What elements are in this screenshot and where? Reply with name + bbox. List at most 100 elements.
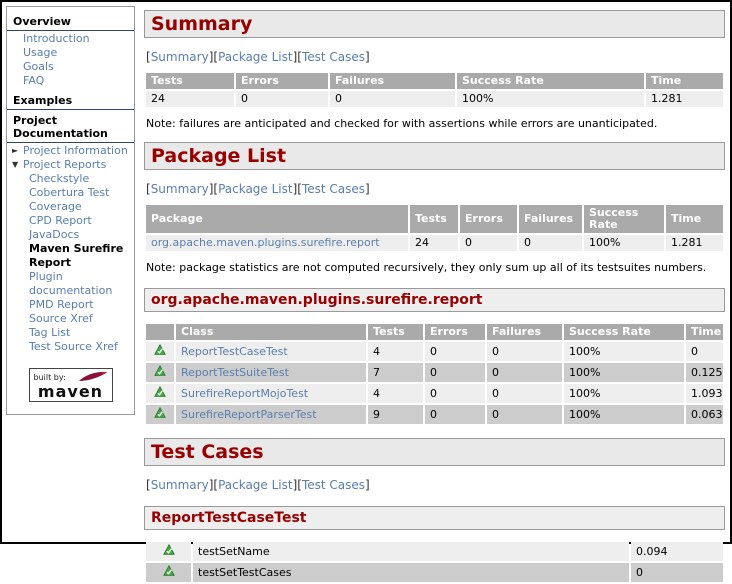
test-case-row: testSetName 0.094 xyxy=(146,542,723,561)
sidebar-item-cpd-report[interactable]: CPD Report xyxy=(29,214,92,227)
test-time-value: 0 xyxy=(631,563,723,582)
class-success-rate-value: 100% xyxy=(564,405,684,424)
class-errors-value: 0 xyxy=(425,363,485,382)
class-failures-value: 0 xyxy=(487,363,562,382)
class-table-row: ReportTestCaseTest 4 0 0 100% 0 xyxy=(146,342,723,361)
class-time-value: 0 xyxy=(686,342,723,361)
sidebar-item-checkstyle[interactable]: Checkstyle xyxy=(29,172,90,185)
package-tests-value: 24 xyxy=(410,235,458,251)
sidebar-item-project-reports[interactable]: ▼ Project Reports xyxy=(7,158,134,172)
class-failures-value: 0 xyxy=(487,384,562,403)
test-case-class-heading: ReportTestCaseTest xyxy=(144,506,725,530)
col-header-package: Package xyxy=(146,205,408,233)
sidebar-item-coverage[interactable]: Coverage xyxy=(29,200,82,213)
col-header-errors: Errors xyxy=(460,205,517,233)
summary-time-value: 1.281 xyxy=(646,91,723,107)
status-cell xyxy=(146,405,174,424)
class-table-row: SurefireReportParserTest 9 0 0 100% 0.06… xyxy=(146,405,723,424)
col-header-success-rate: Success Rate xyxy=(564,324,684,340)
nav-header-examples: Examples xyxy=(7,91,134,110)
summary-heading: Summary xyxy=(144,10,725,38)
bracket: ] xyxy=(365,182,370,196)
bracket: ] xyxy=(365,478,370,492)
logo-top: built by: xyxy=(34,371,108,384)
sidebar-item-introduction[interactable]: Introduction xyxy=(23,32,90,45)
success-icon xyxy=(154,364,166,380)
bracket: ] xyxy=(365,50,370,64)
col-header-class: Class xyxy=(176,324,366,340)
maven-feather-icon xyxy=(78,371,108,384)
class-time-value: 0.063 xyxy=(686,405,723,424)
col-header-tests: Tests xyxy=(368,324,423,340)
package-link[interactable]: org.apache.maven.plugins.surefire.report xyxy=(151,236,380,249)
overview-list: Introduction Usage Goals FAQ xyxy=(7,32,134,88)
sidebar-item-tag-list[interactable]: Tag List xyxy=(29,326,71,339)
nav-header-overview: Overview xyxy=(7,12,134,31)
package-list-note: Note: package statistics are not compute… xyxy=(146,261,707,274)
nav-link-test-cases[interactable]: Test Cases xyxy=(301,478,366,492)
maven-logo[interactable]: built by: maven xyxy=(28,368,113,402)
sidebar-item-source-xref[interactable]: Source Xref xyxy=(29,312,93,325)
col-header-time: Time xyxy=(666,205,723,233)
sidebar-item-plugin-documentation[interactable]: Plugin documentation xyxy=(29,270,113,297)
section-nav-links-2: [Summary][Package List][Test Cases] xyxy=(146,182,725,196)
sidebar-item-maven-surefire-report-current: Maven Surefire Report xyxy=(29,242,124,269)
bracket: [ xyxy=(213,478,219,492)
class-failures-value: 0 xyxy=(487,342,562,361)
package-success-rate-value: 100% xyxy=(584,235,664,251)
class-tests-value: 4 xyxy=(368,342,423,361)
nav-link-package-list[interactable]: Package List xyxy=(218,182,293,196)
summary-table-header-row: Tests Errors Failures Success Rate Time xyxy=(146,73,723,89)
project-information-link[interactable]: Project Information xyxy=(23,144,128,157)
class-success-rate-value: 100% xyxy=(564,363,684,382)
maven-logo-text: maven xyxy=(37,382,104,401)
test-time-value: 0.094 xyxy=(631,542,723,561)
project-reports-link[interactable]: Project Reports xyxy=(23,158,107,171)
sidebar-item-usage[interactable]: Usage xyxy=(23,46,58,59)
nav-link-summary[interactable]: Summary xyxy=(150,182,209,196)
nav-link-summary[interactable]: Summary xyxy=(150,50,209,64)
collapsed-arrow-icon: ► xyxy=(12,146,19,155)
nav-link-summary[interactable]: Summary xyxy=(150,478,209,492)
class-link[interactable]: ReportTestCaseTest xyxy=(181,344,288,358)
class-link[interactable]: SurefireReportMojoTest xyxy=(181,386,309,400)
bracket: ] xyxy=(208,478,214,492)
bracket: [ xyxy=(146,478,151,492)
package-list-table: Package Tests Errors Failures Success Ra… xyxy=(144,203,725,253)
class-errors-value: 0 xyxy=(425,342,485,361)
class-time-value: 0.125 xyxy=(686,363,723,382)
col-header-success-rate: Success Rate xyxy=(584,205,664,233)
sidebar-item-javadocs[interactable]: JavaDocs xyxy=(29,228,80,241)
sidebar-item-project-information[interactable]: ► Project Information xyxy=(7,144,134,158)
nav-link-package-list[interactable]: Package List xyxy=(218,50,293,64)
sidebar-item-test-source-xref[interactable]: Test Source Xref xyxy=(29,340,118,353)
class-link[interactable]: ReportTestSuiteTest xyxy=(181,365,289,379)
summary-table-row: 24 0 0 100% 1.281 xyxy=(146,91,723,107)
class-table: Class Tests Errors Failures Success Rate… xyxy=(144,322,725,426)
bracket: [ xyxy=(297,50,302,64)
main-content: Summary [Summary][Package List][Test Cas… xyxy=(136,2,730,582)
class-errors-value: 0 xyxy=(425,384,485,403)
class-table-row: ReportTestSuiteTest 7 0 0 100% 0.125 xyxy=(146,363,723,382)
nav-link-test-cases[interactable]: Test Cases xyxy=(301,50,366,64)
package-table-row: org.apache.maven.plugins.surefire.report… xyxy=(146,235,723,251)
col-header-tests: Tests xyxy=(410,205,458,233)
bracket: ] xyxy=(208,182,214,196)
sidebar-item-cobertura-test[interactable]: Cobertura Test xyxy=(29,186,110,199)
success-icon xyxy=(154,385,166,401)
sidebar-item-faq[interactable]: FAQ xyxy=(23,74,45,87)
sidebar-item-goals[interactable]: Goals xyxy=(23,60,54,73)
nav-link-package-list[interactable]: Package List xyxy=(218,478,293,492)
package-failures-value: 0 xyxy=(519,235,582,251)
nav-header-project-documentation: Project Documentation xyxy=(7,111,134,143)
bracket: [ xyxy=(213,50,219,64)
test-cases-heading: Test Cases xyxy=(144,438,725,466)
bracket: ] xyxy=(208,50,214,64)
col-header-errors: Errors xyxy=(236,73,328,89)
success-icon xyxy=(162,543,175,559)
col-header-failures: Failures xyxy=(330,73,455,89)
section-nav-links-3: [Summary][Package List][Test Cases] xyxy=(146,478,725,492)
class-link[interactable]: SurefireReportParserTest xyxy=(181,407,317,421)
sidebar-item-pmd-report[interactable]: PMD Report xyxy=(29,298,94,311)
nav-link-test-cases[interactable]: Test Cases xyxy=(301,182,366,196)
